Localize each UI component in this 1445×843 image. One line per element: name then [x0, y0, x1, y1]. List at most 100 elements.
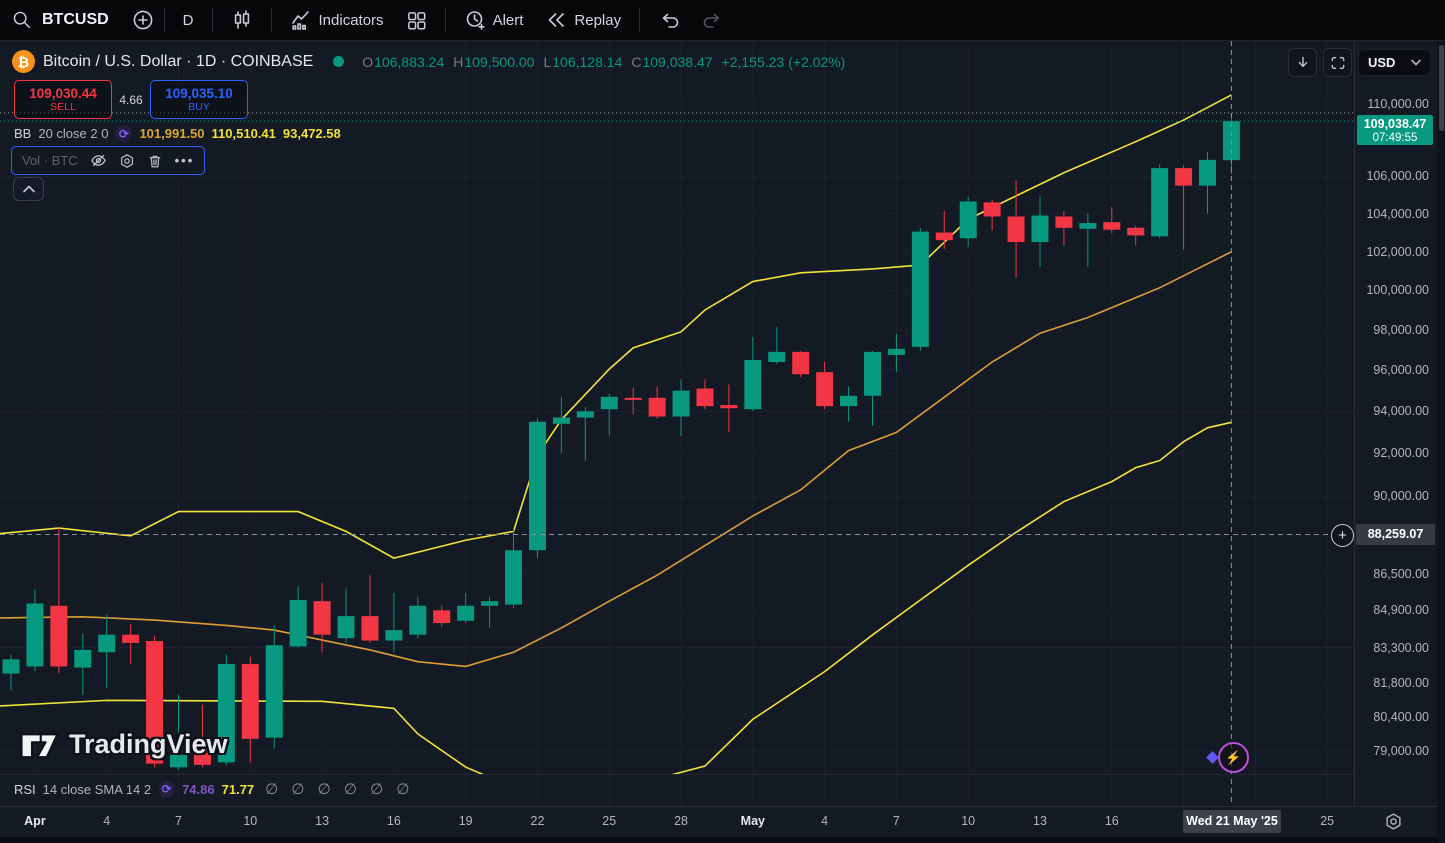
price-tick: 106,000.00 — [1366, 169, 1429, 184]
candle — [816, 362, 834, 410]
time-tick: 19 — [458, 814, 473, 828]
rsi-ma-value: 71.77 — [221, 781, 255, 797]
download-icon[interactable] — [1288, 48, 1317, 77]
more-options-icon[interactable]: ••• — [174, 153, 195, 168]
price-tick: 110,000.00 — [1367, 97, 1429, 111]
refresh-icon[interactable]: ⟳ — [158, 780, 176, 798]
candle — [744, 336, 762, 412]
candle — [1127, 225, 1145, 246]
layout-grid-button[interactable] — [397, 3, 436, 37]
candle — [265, 625, 283, 749]
currency-dropdown[interactable]: USD — [1358, 49, 1431, 76]
time-tick: 25 — [602, 814, 617, 828]
time-axis[interactable]: Wed 21 May '25 Apr 4 7 10 13 16 19 22 25 28 May 4 7 1… — [0, 806, 1437, 838]
search-icon[interactable] — [12, 10, 32, 30]
change-value: +2,155.23 (+2.02%) — [721, 53, 846, 70]
sell-button[interactable]: 109,030.44 SELL — [14, 80, 112, 119]
currency-value: USD — [1368, 55, 1396, 70]
collapse-pane-button[interactable] — [13, 177, 44, 201]
price-tick: 96,000.00 — [1373, 363, 1429, 378]
price-axis[interactable]: 109,038.47 07:49:55 88,259.07 110,000.00… — [1354, 41, 1438, 806]
indicators-button[interactable]: Indicators — [281, 3, 393, 37]
candle — [624, 387, 642, 415]
current-price-label: 109,038.47 07:49:55 — [1357, 115, 1433, 146]
scrollbar-thumb[interactable] — [1438, 45, 1444, 131]
buy-price: 109,035.10 — [165, 85, 233, 101]
grid-layout-icon — [406, 10, 427, 31]
candle — [241, 656, 259, 763]
candle — [505, 528, 523, 609]
symbol-search-button[interactable]: BTCUSD — [42, 11, 109, 28]
time-tick: 10 — [961, 814, 976, 828]
axis-settings-icon[interactable] — [1384, 812, 1403, 831]
time-tick: Apr — [24, 814, 46, 828]
candle — [1079, 213, 1097, 268]
rsi-value: 74.86 — [182, 781, 215, 797]
candle — [768, 326, 786, 365]
candle — [1055, 210, 1073, 246]
refresh-icon[interactable]: ⟳ — [115, 125, 133, 142]
candle — [792, 350, 810, 378]
chevron-up-icon — [22, 184, 36, 194]
bb-basis-value: 101,991.50 — [139, 126, 205, 141]
toolbar-divider — [444, 8, 446, 32]
flash-action-icon[interactable]: ⚡ — [1218, 742, 1249, 773]
price-tick: 92,000.00 — [1373, 446, 1429, 461]
bb-params: 20 close 2 0 — [38, 126, 109, 141]
candle — [1103, 207, 1121, 234]
chart-style-button[interactable] — [222, 3, 262, 37]
alert-label: Alert — [492, 11, 524, 29]
alert-clock-icon — [464, 9, 486, 31]
indicators-icon — [290, 9, 312, 31]
buy-button[interactable]: 109,035.10 BUY — [150, 80, 248, 119]
time-tick: 13 — [315, 814, 330, 828]
bar-countdown: 07:49:55 — [1372, 131, 1418, 144]
market-status-dot-icon[interactable] — [333, 56, 345, 67]
price-tick: 80,400.00 — [1373, 709, 1429, 724]
time-tick: 7 — [175, 814, 182, 828]
bottom-edge — [0, 837, 1445, 843]
high-label: H — [453, 53, 464, 70]
main-pane — [0, 94, 1240, 774]
add-alert-plus-icon[interactable]: + — [1331, 524, 1354, 547]
volume-indicator-legend[interactable]: Vol · BTC ••• — [11, 146, 206, 175]
scrollbar[interactable] — [1437, 41, 1445, 843]
price-tick: 100,000.00 — [1366, 283, 1429, 298]
candle — [1031, 196, 1049, 268]
undo-icon[interactable] — [649, 9, 691, 31]
candle — [911, 227, 929, 351]
pane-separator[interactable] — [0, 774, 1354, 775]
interval-button[interactable]: D — [182, 11, 194, 29]
rsi-indicator-legend[interactable]: RSI 14 close SMA 14 2 ⟳ 74.86 71.77 ∅ ∅ … — [14, 780, 409, 798]
candle — [457, 593, 475, 624]
alert-button[interactable]: Alert — [455, 3, 533, 37]
candle — [217, 654, 235, 765]
close-label: C — [631, 53, 642, 70]
close-value: 109,038.47 — [642, 53, 713, 70]
candle — [170, 695, 188, 770]
time-tick: 10 — [243, 814, 258, 828]
replay-button[interactable]: Replay — [536, 3, 630, 37]
bb-indicator-legend[interactable]: BB 20 close 2 0 ⟳ 101,991.50 110,510.41 … — [14, 125, 341, 142]
crosshair-date-label: Wed 21 May '25 — [1183, 810, 1281, 833]
candle — [361, 574, 379, 643]
candle — [1007, 180, 1025, 278]
sell-label: SELL — [50, 101, 76, 114]
symbol-title[interactable]: Bitcoin / U.S. Dollar · 1D · COINBASE — [43, 52, 314, 70]
compare-plus-icon[interactable] — [131, 8, 155, 32]
candle — [481, 596, 499, 628]
redo-icon[interactable] — [695, 9, 729, 31]
chart-canvas[interactable] — [0, 0, 1355, 806]
settings-icon[interactable] — [119, 153, 135, 169]
toolbar-divider — [211, 8, 213, 32]
toolbar-divider — [270, 8, 272, 32]
candle — [385, 593, 403, 653]
eye-off-icon[interactable] — [90, 152, 107, 169]
trash-icon[interactable] — [147, 153, 163, 169]
time-tick: 16 — [1104, 814, 1119, 828]
candle — [337, 588, 355, 643]
chart-top-right-controls: USD — [1288, 48, 1431, 77]
time-tick: 22 — [530, 814, 545, 828]
volume-label: Vol · BTC — [22, 153, 78, 168]
fullscreen-icon[interactable] — [1323, 48, 1352, 77]
